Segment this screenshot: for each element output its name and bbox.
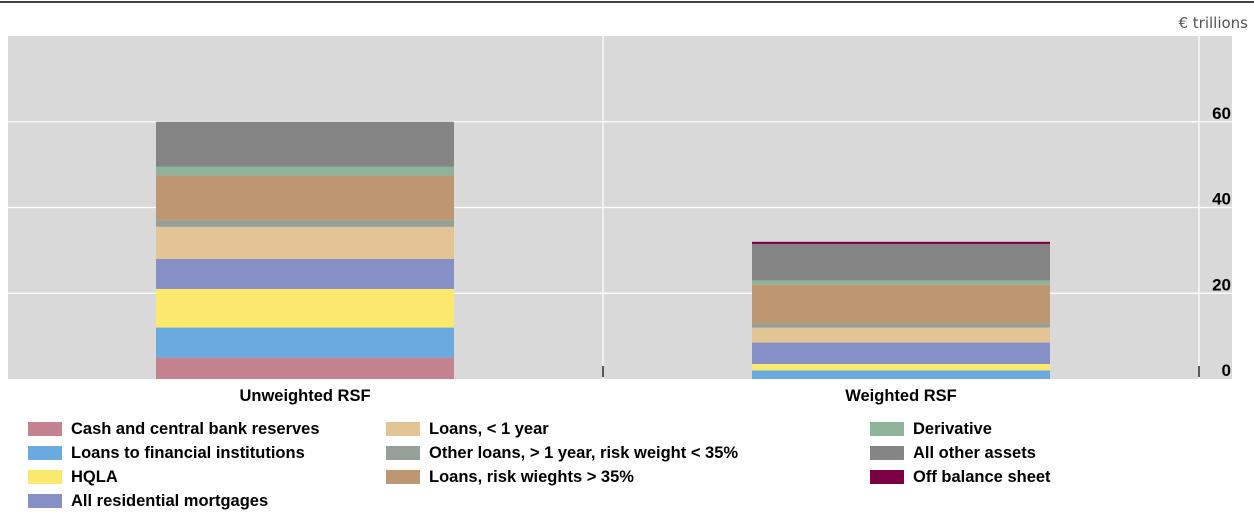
legend-item: Derivative — [870, 418, 992, 440]
bar-segment — [752, 284, 1050, 324]
legend: Cash and central bank reserves Loans to f… — [28, 418, 1228, 514]
legend-swatch — [28, 494, 62, 508]
legend-item: Loans, risk wieghts > 35% — [386, 466, 634, 488]
legend-item: Loans, < 1 year — [386, 418, 549, 440]
bar-segment — [752, 243, 1050, 281]
bar-segment — [156, 166, 454, 176]
legend-label: Derivative — [913, 419, 992, 438]
legend-item: HQLA — [28, 466, 118, 488]
bar-segment — [752, 342, 1050, 364]
bar-segment — [752, 241, 1050, 244]
legend-swatch — [28, 470, 62, 484]
legend-label: Loans, < 1 year — [429, 419, 549, 438]
legend-swatch — [870, 470, 904, 484]
legend-label: HQLA — [71, 467, 118, 486]
bar-segment — [752, 363, 1050, 371]
legend-swatch — [28, 446, 62, 460]
y-tick-label: 60 — [1212, 104, 1231, 123]
bar-segment — [156, 121, 454, 167]
x-tick-label: Unweighted RSF — [239, 387, 370, 405]
bar-layer — [156, 121, 1050, 379]
legend-item: All residential mortgages — [28, 490, 268, 512]
legend-label: All other assets — [913, 443, 1036, 462]
legend-swatch — [28, 422, 62, 436]
bar-segment — [752, 280, 1050, 285]
bar-segment — [156, 220, 454, 227]
legend-swatch — [386, 446, 420, 460]
legend-swatch — [870, 422, 904, 436]
legend-swatch — [386, 422, 420, 436]
bar-segment — [156, 258, 454, 289]
bar-segment — [156, 327, 454, 358]
legend-item: Cash and central bank reserves — [28, 418, 320, 440]
legend-label: Loans to financial institutions — [71, 443, 305, 462]
y-tick-label: 0 — [1222, 361, 1231, 380]
bar-segment — [156, 226, 454, 259]
y-tick-label: 20 — [1212, 275, 1231, 294]
legend-item: All other assets — [870, 442, 1036, 464]
legend-label: Off balance sheet — [913, 467, 1051, 486]
bar-segment — [156, 357, 454, 379]
unit-label: € trillions — [1178, 14, 1248, 32]
y-tick-label: 40 — [1212, 190, 1231, 209]
legend-item: Loans to financial institutions — [28, 442, 305, 464]
legend-label: Loans, risk wieghts > 35% — [429, 467, 634, 486]
bar-segment — [752, 327, 1050, 343]
bar-segment — [156, 175, 454, 221]
legend-item: Off balance sheet — [870, 466, 1051, 488]
bar-segment — [156, 288, 454, 328]
legend-swatch — [386, 470, 420, 484]
legend-label: All residential mortgages — [71, 491, 269, 510]
legend-item: Other loans, > 1 year, risk weight < 35% — [386, 442, 738, 464]
bar-segment — [752, 323, 1050, 328]
x-tick-label: Weighted RSF — [845, 387, 957, 405]
axis-layer: 0 20 40 60 Unweighted RSF Weighted RSF — [239, 104, 1231, 405]
legend-label: Cash and central bank reserves — [71, 419, 320, 438]
bar-segment — [752, 370, 1050, 379]
legend-label: Other loans, > 1 year, risk weight < 35% — [429, 443, 739, 462]
legend-swatch — [870, 446, 904, 460]
